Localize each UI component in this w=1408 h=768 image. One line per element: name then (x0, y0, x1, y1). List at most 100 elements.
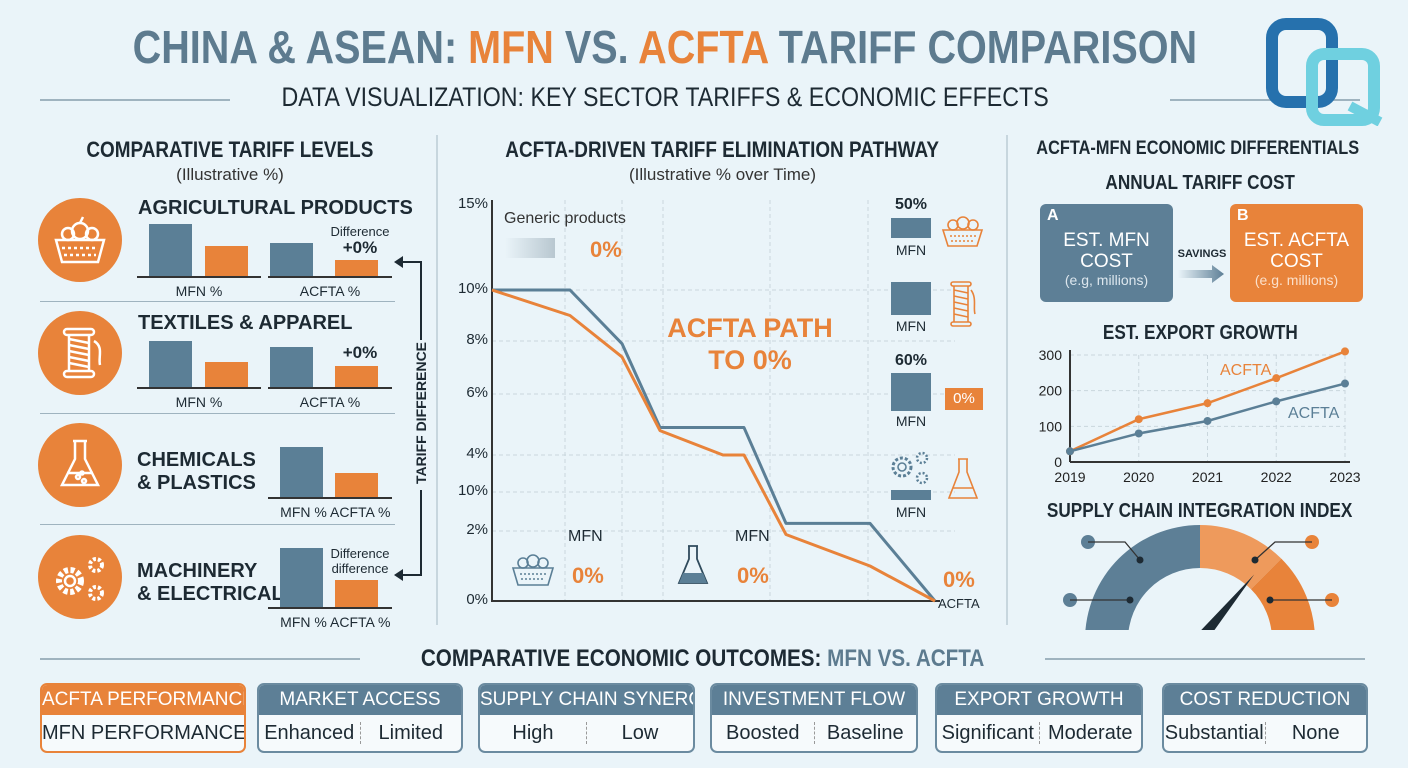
separator (813, 722, 815, 744)
mfn-performance-label: MFN PERFORMANCE (42, 721, 246, 744)
thread-spool-icon (950, 281, 976, 327)
y-tick-label: 100 (1039, 418, 1063, 434)
sector-name: MACHINERY & ELECTRICAL (137, 560, 284, 605)
legend-card: ACFTA PERFORMANCE MFN PERFORMANCE (40, 683, 246, 753)
supply-chain-gauge (1063, 525, 1339, 630)
mfn-bar (270, 347, 313, 387)
acfta-bar (205, 362, 248, 387)
mfn-bar (149, 341, 192, 387)
fruit-basket-icon (941, 216, 984, 247)
generic-products-swatch (505, 238, 555, 258)
chem-mfn-label: MFN (735, 528, 770, 545)
side-label: MFN (895, 504, 927, 520)
generic-products-label: Generic products (504, 210, 626, 227)
x-tick-label: 2020 (1123, 469, 1154, 485)
thread-spool-icon (38, 311, 122, 395)
separator (1038, 722, 1040, 744)
outcome-card: COST REDUCTION Substantial None (1162, 683, 1368, 753)
bar-group (137, 220, 261, 276)
outcome-title: EXPORT GROWTH (937, 685, 1141, 715)
divider (40, 413, 395, 414)
y-tick-label: 300 (1039, 347, 1063, 363)
divider (40, 524, 395, 525)
divider (436, 135, 438, 625)
logo (1266, 18, 1383, 126)
left-panel-title: COMPARATIVE TARIFF LEVELS (86, 137, 374, 162)
outcome-card: MARKET ACCESS Enhanced Limited (257, 683, 463, 753)
page-subtitle: DATA VISUALIZATION: KEY SECTOR TARIFFS &… (0, 82, 1330, 113)
side-mfn-bar (891, 490, 931, 500)
box-line: COST (1080, 251, 1133, 272)
mfn-bar (149, 224, 192, 276)
outcome-card: EXPORT GROWTH Significant Moderate (935, 683, 1143, 753)
acfta-performance-label: ACFTA PERFORMANCE (42, 685, 244, 715)
baseline (137, 387, 261, 389)
gauge-connector (1254, 541, 1312, 561)
bar-group (268, 330, 392, 387)
acfta-path-label: ACFTA PATH TO 0% (667, 313, 833, 375)
x-tick-label: 2019 (1054, 469, 1085, 485)
side-value: 60% (894, 352, 928, 369)
acfta-bar (335, 473, 378, 497)
x-tick-label: 2021 (1192, 469, 1223, 485)
mfn-bar (270, 243, 313, 276)
bar-group (137, 330, 261, 387)
agri-value: 0% (572, 563, 604, 588)
gauge-segment-acfta-high (1250, 558, 1315, 630)
series-label: ACFTA (1288, 405, 1340, 422)
divider (1045, 658, 1365, 660)
divider (40, 658, 360, 660)
side-mfn-bar (891, 218, 931, 238)
divider (40, 99, 230, 101)
end-value: 0% (943, 567, 975, 592)
y-tick-label: 15% (457, 195, 488, 212)
baseline (268, 607, 392, 609)
group-label: MFN % (175, 283, 223, 299)
data-point (1272, 397, 1281, 406)
data-point (1134, 429, 1143, 438)
outcome-title: INVESTMENT FLOW (712, 685, 916, 715)
box-line: EST. MFN (1063, 230, 1150, 251)
gauge-segment-mfn (1085, 525, 1200, 630)
series-label: ACFTA (1220, 362, 1272, 379)
y-tick-label: 0% (466, 591, 488, 608)
y-tick-label: 10% (457, 482, 488, 499)
export-growth-chart: 0 100 200 300 2019 2020 2021 2022 2023 ACFTA ACFTA (1039, 347, 1361, 485)
x-tick-label: 2023 (1329, 469, 1360, 485)
box-letter: B (1237, 207, 1249, 224)
page-title: CHINA & ASEAN: MFN VS. ACFTA TARIFF COMP… (0, 20, 1330, 74)
side-value: 50% (894, 196, 928, 213)
fruit-basket-icon (38, 198, 122, 282)
side-mfn-bar (891, 373, 931, 411)
acfta-cost-box: B EST. ACFTA COST (e.g. millions) (1230, 204, 1363, 302)
end-label: ACFTA (938, 596, 980, 611)
acfta-bar (335, 580, 378, 607)
acfta-outcome: Significant (941, 721, 1034, 744)
group-label: MFN % (280, 614, 327, 630)
y-tick-label: 4% (466, 445, 488, 462)
gauge-dot (1126, 596, 1134, 604)
right-panel-title: ACFTA-MFN ECONOMIC DIFFERENTIALS (1036, 138, 1360, 159)
mfn-bar (280, 548, 323, 607)
mfn-outcome: Baseline (826, 721, 904, 744)
outcome-title: MARKET ACCESS (259, 685, 461, 715)
savings-label: SAVINGS (1177, 248, 1227, 260)
pathway-title: ACFTA-DRIVEN TARIFF ELIMINATION PATHWAY (505, 137, 940, 162)
flask-icon (677, 545, 709, 584)
bar-group (268, 220, 392, 276)
baseline (268, 276, 392, 278)
acfta-outcome: Boosted (726, 721, 800, 744)
separator (359, 722, 361, 744)
data-point (1134, 415, 1143, 424)
flask-icon (38, 423, 122, 507)
acfta-outcome: High (512, 721, 554, 744)
pathway-subtitle: (Illustrative % over Time) (628, 165, 817, 184)
flask-icon (947, 458, 979, 499)
gears-icon (38, 535, 122, 619)
gauge-title: SUPPLY CHAIN INTEGRATION INDEX (1047, 500, 1353, 522)
side-label: MFN (895, 242, 927, 258)
sector-name: AGRICULTURAL PRODUCTS (138, 197, 413, 219)
y-tick-label: 200 (1039, 383, 1063, 399)
x-tick-label: 2022 (1261, 469, 1292, 485)
acfta-outcome: Enhanced (264, 721, 355, 744)
